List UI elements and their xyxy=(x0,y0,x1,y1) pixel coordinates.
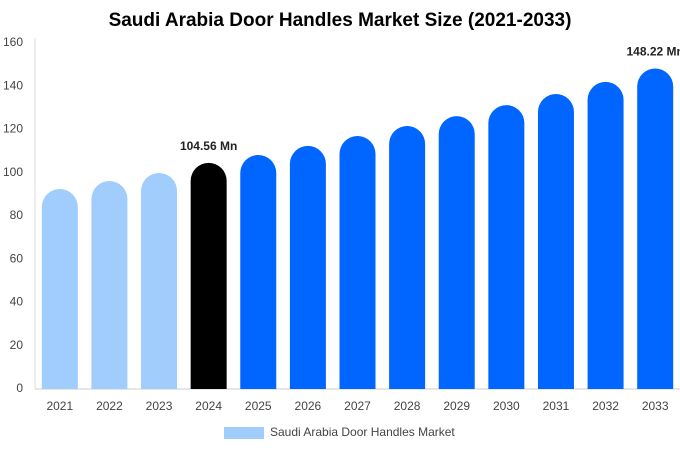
bar xyxy=(488,105,525,389)
value-label: 148.22 Mn xyxy=(627,45,680,59)
y-tick-label: 100 xyxy=(3,165,23,179)
x-tick-label: 2029 xyxy=(443,399,470,413)
x-tick-label: 2031 xyxy=(543,399,570,413)
x-tick-label: 2032 xyxy=(592,399,619,413)
bar xyxy=(438,116,475,390)
bar xyxy=(190,162,227,389)
value-label: 104.56 Mn xyxy=(180,139,237,153)
x-tick-label: 2033 xyxy=(642,399,669,413)
bar xyxy=(240,155,277,389)
y-tick-label: 40 xyxy=(10,295,24,309)
bar xyxy=(637,68,674,390)
bar xyxy=(41,188,78,389)
y-tick-label: 160 xyxy=(3,35,23,49)
y-tick-label: 140 xyxy=(3,78,23,92)
bar xyxy=(141,172,178,389)
bar xyxy=(289,145,326,389)
x-tick-label: 2030 xyxy=(493,399,520,413)
bar xyxy=(389,126,426,390)
y-tick-label: 0 xyxy=(16,381,23,395)
x-tick-label: 2026 xyxy=(295,399,322,413)
legend-swatch xyxy=(224,427,264,439)
bar xyxy=(537,94,574,389)
bar xyxy=(339,135,376,389)
x-tick-label: 2027 xyxy=(344,399,371,413)
y-tick-label: 60 xyxy=(10,251,24,265)
y-tick-label: 20 xyxy=(10,338,24,352)
legend-label: Saudi Arabia Door Handles Market xyxy=(270,425,455,439)
bar xyxy=(587,81,624,390)
y-tick-label: 80 xyxy=(10,208,24,222)
chart-title: Saudi Arabia Door Handles Market Size (2… xyxy=(109,10,572,31)
x-tick-label: 2028 xyxy=(394,399,421,413)
bar xyxy=(91,180,128,389)
y-tick-label: 120 xyxy=(3,122,23,136)
x-tick-label: 2022 xyxy=(96,399,123,413)
x-tick-label: 2024 xyxy=(195,399,222,413)
x-tick-label: 2021 xyxy=(46,399,73,413)
x-tick-label: 2025 xyxy=(245,399,272,413)
x-tick-label: 2023 xyxy=(146,399,173,413)
